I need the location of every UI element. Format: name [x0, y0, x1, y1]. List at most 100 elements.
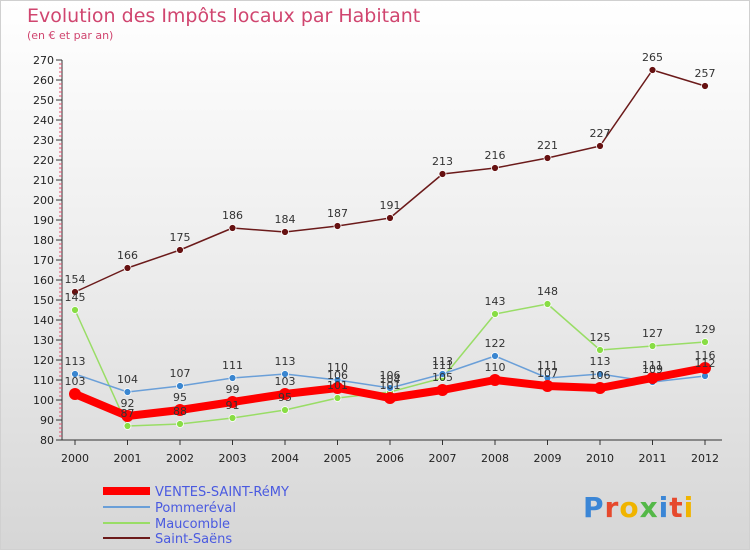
data-point: [701, 82, 709, 90]
data-label: 111: [222, 359, 243, 372]
data-point: [596, 142, 604, 150]
data-label: 184: [275, 213, 296, 226]
series-line: [74, 69, 706, 293]
data-label: 106: [590, 369, 611, 382]
data-label: 88: [173, 405, 187, 418]
data-point: [436, 384, 449, 396]
data-label: 122: [485, 337, 506, 350]
data-label: 187: [327, 207, 348, 220]
data-point: [121, 410, 134, 422]
data-point: [69, 388, 81, 400]
data-label: 91: [226, 399, 240, 412]
data-point: [281, 370, 289, 378]
axes: 8090100110120130140150160170180190200210…: [33, 54, 722, 465]
data-point: [491, 352, 499, 360]
chart-title: Evolution des Impôts locaux par Habitant: [27, 5, 420, 27]
y-tick-label: 90: [40, 414, 54, 427]
x-tick-label: 2005: [324, 452, 352, 465]
data-point: [331, 382, 344, 394]
y-tick-label: 110: [33, 374, 54, 387]
data-label: 116: [695, 349, 716, 362]
data-label: 127: [642, 327, 663, 340]
x-tick-label: 2012: [691, 452, 719, 465]
x-tick-label: 2009: [534, 452, 562, 465]
legend-entry: Saint-Saëns: [155, 532, 232, 547]
y-tick-label: 200: [33, 194, 54, 207]
data-label: 110: [327, 361, 348, 374]
data-label: 104: [380, 373, 401, 386]
data-label: 104: [117, 373, 138, 386]
data-point: [648, 66, 657, 74]
data-point: [228, 224, 237, 232]
y-tick-label: 80: [40, 434, 54, 447]
y-tick-label: 140: [33, 314, 54, 327]
data-point: [384, 392, 396, 404]
data-label: 111: [432, 359, 453, 372]
data-label: 143: [485, 295, 506, 308]
data-label: 166: [117, 249, 138, 262]
data-label: 191: [380, 199, 401, 212]
data-point: [491, 310, 499, 318]
x-tick-label: 2007: [429, 452, 457, 465]
data-point: [123, 264, 132, 272]
legend: VENTES-SAINT-RéMYPommerévalMaucombleSain…: [103, 485, 289, 547]
data-label: 101: [327, 379, 348, 392]
x-tick-label: 2002: [166, 452, 194, 465]
data-label: 265: [642, 51, 663, 64]
data-label: 221: [537, 139, 558, 152]
svg-text:Proxiti: Proxiti: [583, 491, 694, 524]
y-tick-label: 210: [33, 174, 54, 187]
data-point: [333, 394, 342, 402]
data-point: [386, 214, 394, 222]
data-point: [333, 222, 342, 230]
series-layer: [69, 66, 711, 430]
data-label: 111: [642, 359, 663, 372]
legend-entry: Maucomble: [155, 517, 230, 532]
x-tick-label: 2006: [376, 452, 404, 465]
data-point: [701, 338, 709, 346]
y-tick-label: 230: [33, 134, 54, 147]
data-point: [226, 396, 239, 408]
data-point: [228, 374, 237, 382]
series-0: [69, 362, 711, 422]
x-tick-label: 2011: [639, 452, 667, 465]
data-label: 113: [65, 355, 86, 368]
x-tick-label: 2001: [114, 452, 142, 465]
data-point: [176, 246, 184, 254]
data-point: [541, 380, 554, 392]
data-point: [543, 154, 552, 162]
data-point: [491, 164, 499, 172]
data-point: [648, 342, 657, 350]
data-label: 92: [121, 397, 135, 410]
data-label: 113: [590, 355, 611, 368]
data-point: [279, 388, 291, 400]
data-point: [123, 422, 132, 430]
data-label: 103: [275, 375, 296, 388]
data-point: [71, 370, 79, 378]
y-tick-label: 250: [33, 94, 54, 107]
data-point: [176, 382, 184, 390]
data-point: [543, 300, 552, 308]
data-label: 103: [65, 375, 86, 388]
data-label: 175: [170, 231, 191, 244]
data-label: 154: [65, 273, 86, 286]
y-tick-label: 220: [33, 154, 54, 167]
data-label: 95: [173, 391, 187, 404]
data-point: [438, 170, 447, 178]
x-tick-label: 2003: [219, 452, 247, 465]
data-point: [174, 404, 186, 416]
data-label: 99: [226, 383, 240, 396]
data-label: 145: [65, 291, 86, 304]
legend-entry: Pommeréval: [155, 501, 236, 516]
data-label: 227: [590, 127, 611, 140]
y-tick-label: 180: [33, 234, 54, 247]
y-tick-label: 150: [33, 294, 54, 307]
legend-entry: VENTES-SAINT-RéMY: [155, 485, 289, 500]
x-tick-label: 2004: [271, 452, 299, 465]
data-label: 87: [121, 407, 135, 420]
data-label: 113: [275, 355, 296, 368]
y-tick-label: 100: [33, 394, 54, 407]
